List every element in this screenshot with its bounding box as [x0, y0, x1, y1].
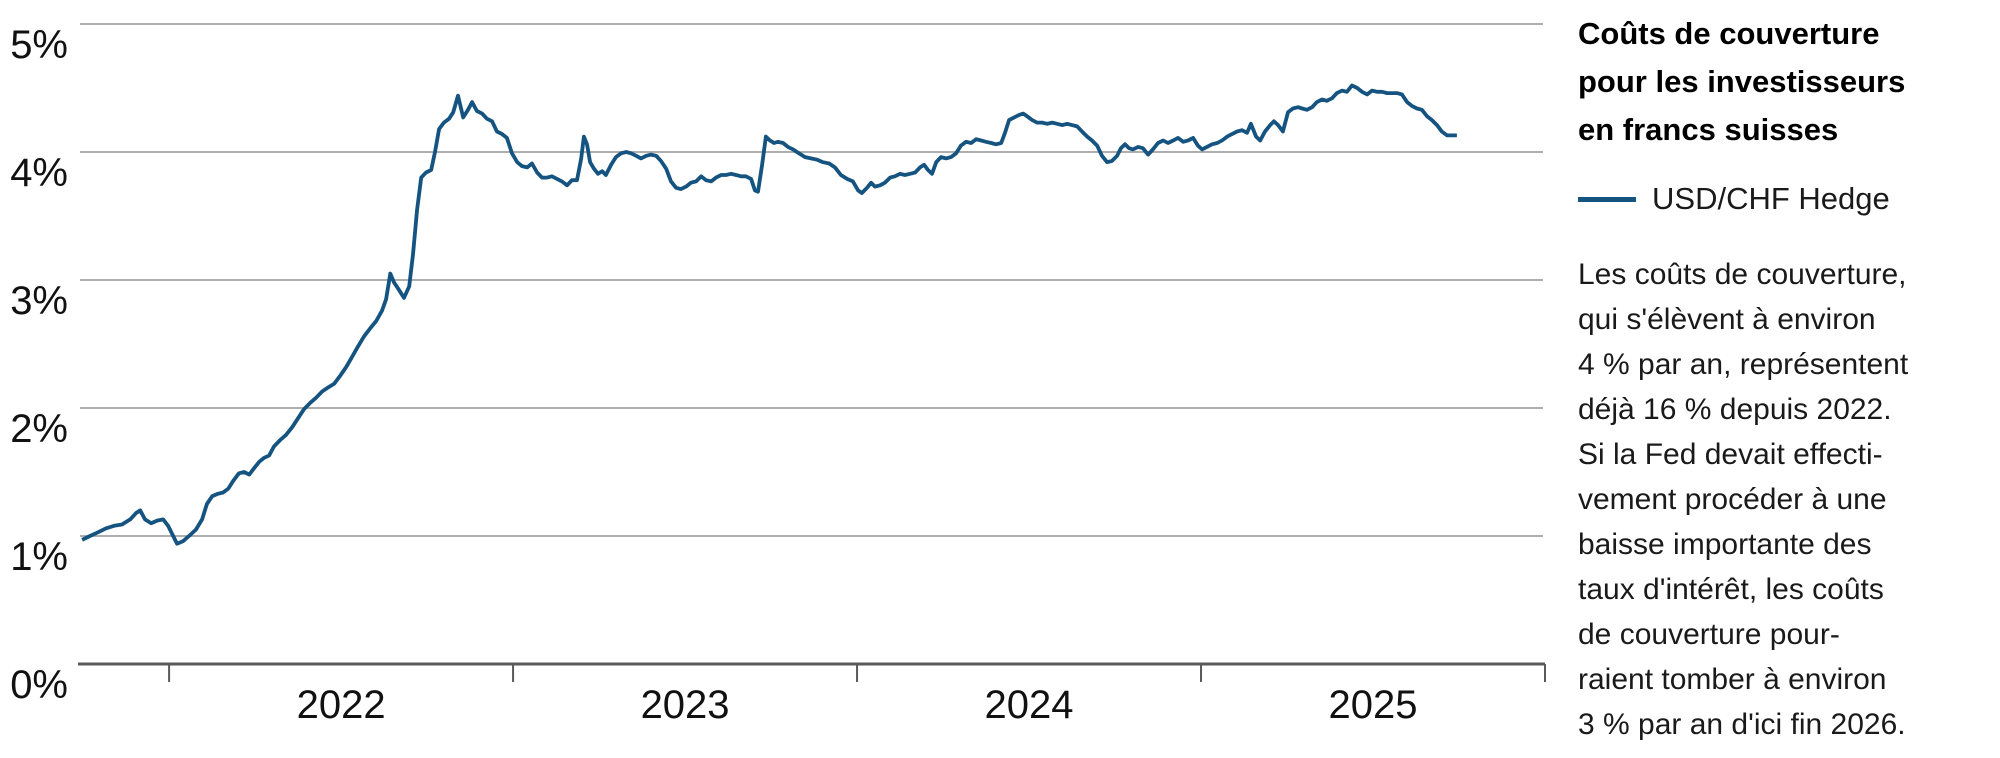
x-axis-label: 2022 — [297, 683, 386, 727]
chart-description: Les coûts de couverture, qui s'élèvent à… — [1578, 258, 1909, 741]
chart-title: Coûts de couverture pour les investisseu… — [1578, 16, 1906, 147]
legend-label: USD/CHF Hedge — [1652, 181, 1890, 216]
y-axis-label: 1% — [10, 535, 68, 579]
legend: USD/CHF Hedge — [1578, 178, 1890, 220]
y-axis-label: 0% — [10, 663, 68, 707]
y-axis-label: 4% — [10, 151, 68, 195]
legend-line-icon — [1578, 196, 1636, 202]
hedge-cost-chart: 0% 1% 2% 3% 4% 5% 2022 2023 2024 2025 — [10, 23, 1546, 727]
chart-side-panel: Coûts de couverture pour les investisseu… — [1578, 0, 2000, 753]
y-axis-label: 3% — [10, 279, 68, 323]
x-axis-label: 2023 — [641, 683, 730, 727]
data-line — [81, 83, 1457, 546]
line-chart-canvas: 0% 1% 2% 3% 4% 5% 2022 2023 2024 2025 — [10, 23, 1546, 727]
x-axis-label: 2025 — [1329, 683, 1418, 727]
x-axis-label: 2024 — [985, 683, 1074, 727]
y-axis-label: 5% — [10, 23, 68, 67]
y-axis-label: 2% — [10, 407, 68, 451]
